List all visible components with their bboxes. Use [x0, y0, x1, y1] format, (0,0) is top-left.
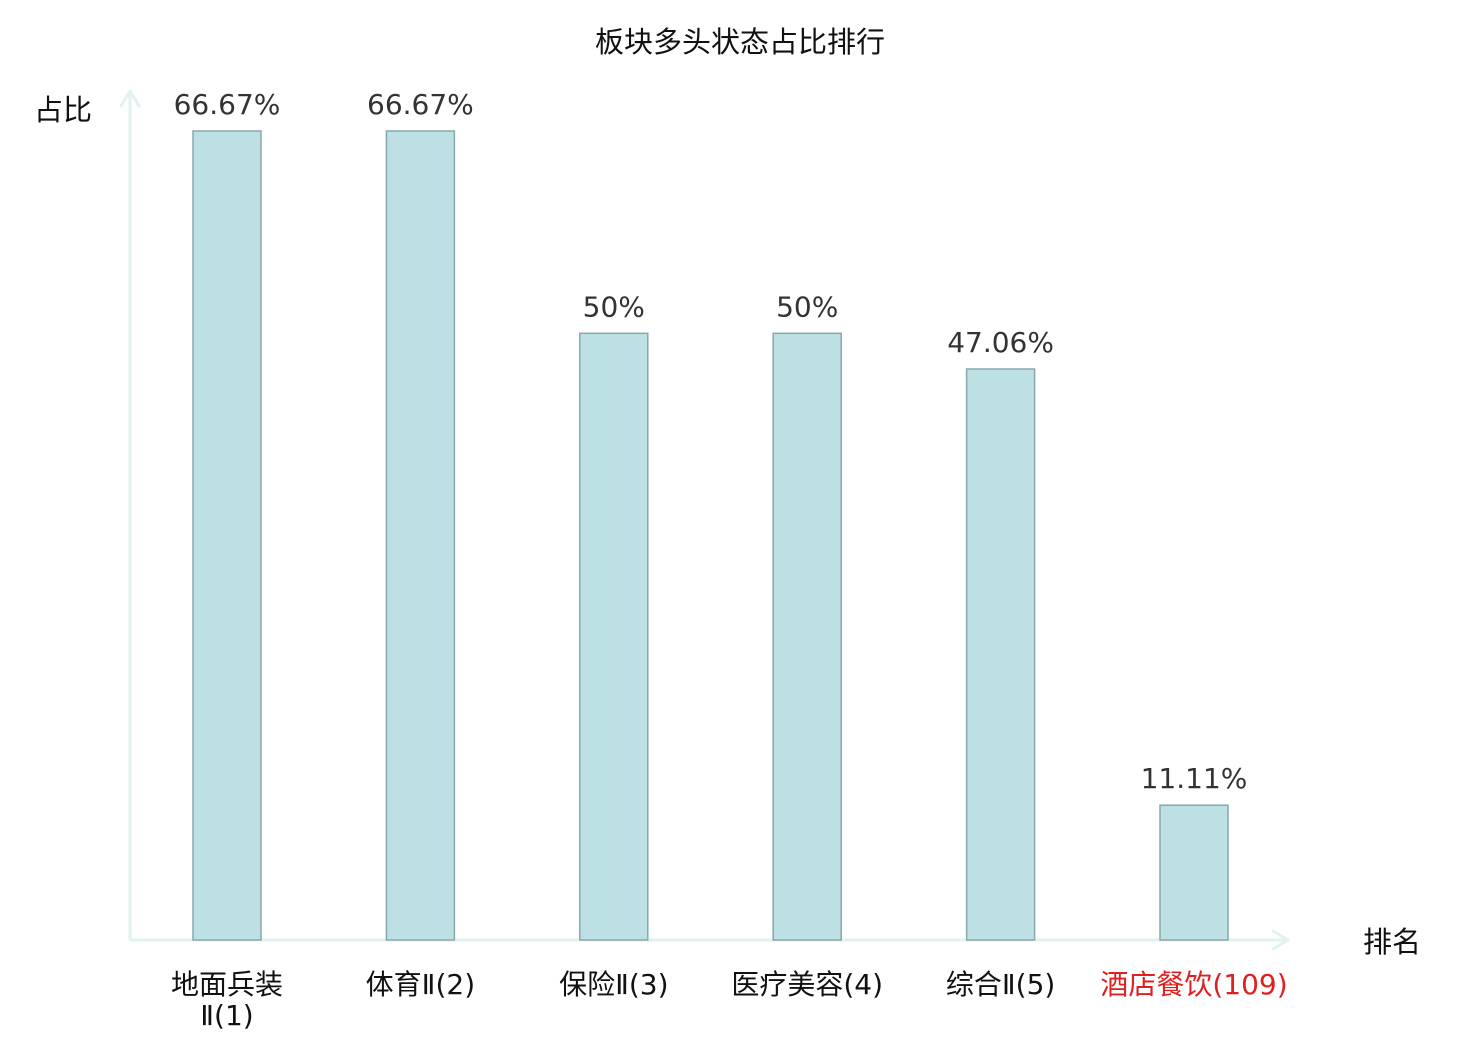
- x-tick-label-1-line-2: Ⅱ(1): [200, 999, 253, 1032]
- x-tick-label-2: 体育Ⅱ(2): [366, 968, 475, 1001]
- axes: [119, 89, 1290, 951]
- x-axis-label: 排名: [1363, 925, 1421, 959]
- bar-1: [192, 130, 262, 941]
- x-axis-arrow: [1271, 929, 1290, 951]
- value-label-4: 50%: [776, 290, 838, 323]
- x-tick-label-1-line-1: 地面兵装: [171, 968, 283, 1001]
- x-tick-label-1: 地面兵装 Ⅱ(1): [171, 968, 283, 1032]
- chart-title: 板块多头状态占比排行: [595, 25, 885, 59]
- value-label-5: 47.06%: [947, 326, 1054, 359]
- x-tick-label-5-line-1: 综合Ⅱ(5): [946, 968, 1055, 1001]
- y-axis-label: 占比: [34, 93, 92, 127]
- bar-2: [385, 130, 456, 941]
- tick-labels-group: 地面兵装 Ⅱ(1) 体育Ⅱ(2) 保险Ⅱ(3) 医疗美容(4) 综合Ⅱ(5) 酒店餐饮(10…: [171, 968, 1288, 1032]
- x-tick-label-6-line-1: 酒店餐饮(109): [1100, 968, 1287, 1001]
- y-axis-arrow: [119, 89, 141, 108]
- x-tick-label-5: 综合Ⅱ(5): [946, 968, 1055, 1001]
- value-label-3: 50%: [583, 290, 645, 323]
- bar-5: [965, 368, 1036, 941]
- value-labels-group: 66.67% 66.67% 50% 50% 47.06% 11.11%: [174, 88, 1248, 795]
- x-tick-label-6: 酒店餐饮(109): [1100, 968, 1287, 1001]
- bars-group: [192, 130, 1229, 941]
- x-tick-label-3: 保险Ⅱ(3): [559, 968, 668, 1001]
- x-tick-label-4: 医疗美容(4): [731, 968, 883, 1001]
- bar-4: [772, 332, 842, 941]
- x-tick-label-3-line-1: 保险Ⅱ(3): [559, 968, 668, 1001]
- value-label-1: 66.67%: [174, 88, 281, 121]
- value-label-2: 66.67%: [367, 88, 474, 121]
- bar-6: [1159, 804, 1229, 941]
- bar-3: [579, 332, 649, 941]
- x-tick-label-4-line-1: 医疗美容(4): [731, 968, 883, 1001]
- x-tick-label-2-line-1: 体育Ⅱ(2): [366, 968, 475, 1001]
- value-label-6: 11.11%: [1141, 762, 1248, 795]
